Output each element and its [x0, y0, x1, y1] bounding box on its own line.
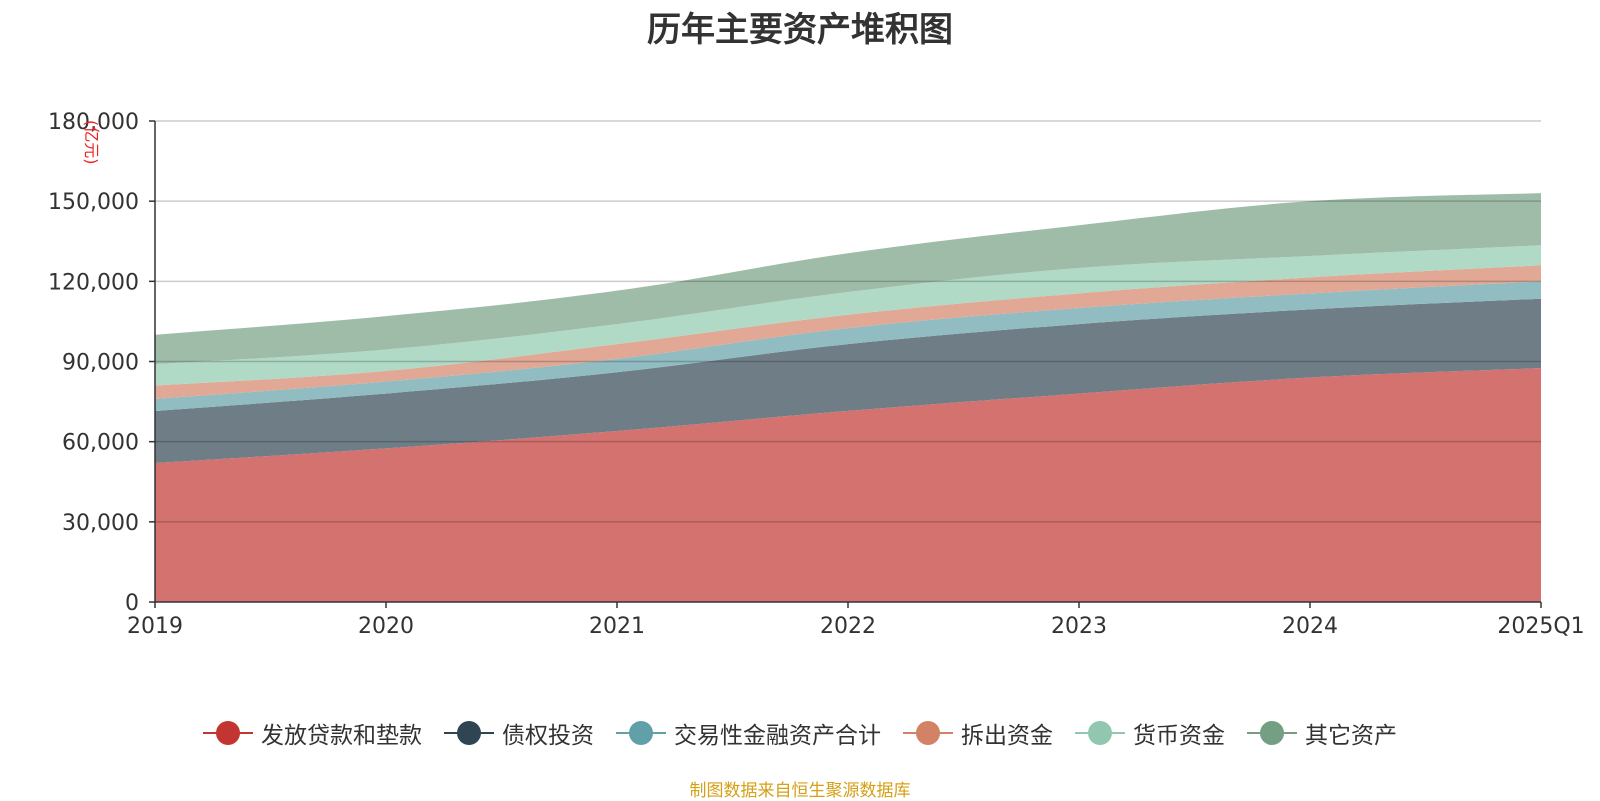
y-tick-label: 0 — [125, 591, 139, 616]
grid-lines — [155, 120, 1541, 523]
legend-item[interactable]: 交易性金融资产合计 — [616, 716, 881, 750]
legend-label: 拆出资金 — [961, 723, 1053, 749]
legend-marker-icon — [203, 721, 253, 745]
area-series-3 — [155, 281, 1541, 411]
area-series-1 — [155, 368, 1541, 602]
area-series-6 — [155, 193, 1541, 365]
legend-marker-icon — [903, 721, 953, 745]
axes: 0 30,000 60,000 90,000 120,000 150,000 180,000… — [48, 110, 1585, 639]
x-tick-label: 2023 — [1051, 614, 1107, 639]
legend-marker-icon — [1075, 721, 1125, 745]
legend-item[interactable]: 拆出资金 — [903, 716, 1053, 750]
legend-label: 发放贷款和垫款 — [261, 723, 422, 749]
x-tick-label: 2025Q1 — [1497, 614, 1584, 639]
legend-marker-icon — [444, 721, 494, 745]
chart-title: 历年主要资产堆积图 — [647, 10, 953, 50]
legend-item[interactable]: 货币资金 — [1075, 716, 1225, 750]
source-note: 制图数据来自恒生聚源数据库 — [689, 781, 911, 801]
x-tick-label: 2020 — [358, 614, 414, 639]
y-tick-label: 120,000 — [48, 270, 139, 295]
x-tick-label: 2022 — [820, 614, 876, 639]
legend-label: 其它资产 — [1305, 723, 1397, 749]
x-tick-label: 2024 — [1282, 614, 1338, 639]
legend-label: 交易性金融资产合计 — [674, 723, 881, 749]
area-series-2 — [155, 298, 1541, 464]
y-tick-label: 150,000 — [48, 190, 139, 215]
y-tick-label: 90,000 — [62, 351, 139, 376]
legend-item[interactable]: 发放贷款和垫款 — [203, 716, 422, 750]
x-tick-label: 2019 — [127, 614, 183, 639]
area-series-4 — [155, 265, 1541, 399]
legend-label: 债权投资 — [502, 723, 594, 749]
legend: 发放贷款和垫款 债权投资 交易性金融资产合计 拆出资金 货币资金 其它资产 — [0, 716, 1600, 750]
legend-label: 货币资金 — [1133, 723, 1225, 749]
y-tick-label: 180,000 — [48, 110, 139, 135]
x-tick-label: 2021 — [589, 614, 645, 639]
area-series-5 — [155, 245, 1541, 386]
legend-item[interactable]: 债权投资 — [444, 716, 594, 750]
y-tick-label: 30,000 — [62, 511, 139, 536]
legend-marker-icon — [1247, 721, 1297, 745]
y-axis-unit: (亿元) — [82, 120, 101, 165]
y-tick-label: 60,000 — [62, 431, 139, 456]
legend-marker-icon — [616, 721, 666, 745]
legend-item[interactable]: 其它资产 — [1247, 716, 1397, 750]
area-layers — [155, 193, 1541, 602]
